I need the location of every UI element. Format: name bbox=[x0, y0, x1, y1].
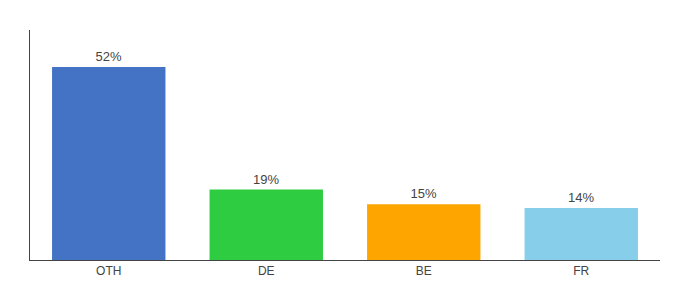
svg-text:52%: 52% bbox=[96, 49, 122, 64]
svg-text:OTH: OTH bbox=[96, 264, 121, 278]
svg-text:19%: 19% bbox=[253, 172, 279, 187]
svg-text:14%: 14% bbox=[568, 190, 594, 205]
svg-text:15%: 15% bbox=[411, 186, 437, 201]
svg-text:FR: FR bbox=[573, 264, 589, 278]
svg-text:DE: DE bbox=[258, 264, 275, 278]
svg-text:BE: BE bbox=[416, 264, 432, 278]
